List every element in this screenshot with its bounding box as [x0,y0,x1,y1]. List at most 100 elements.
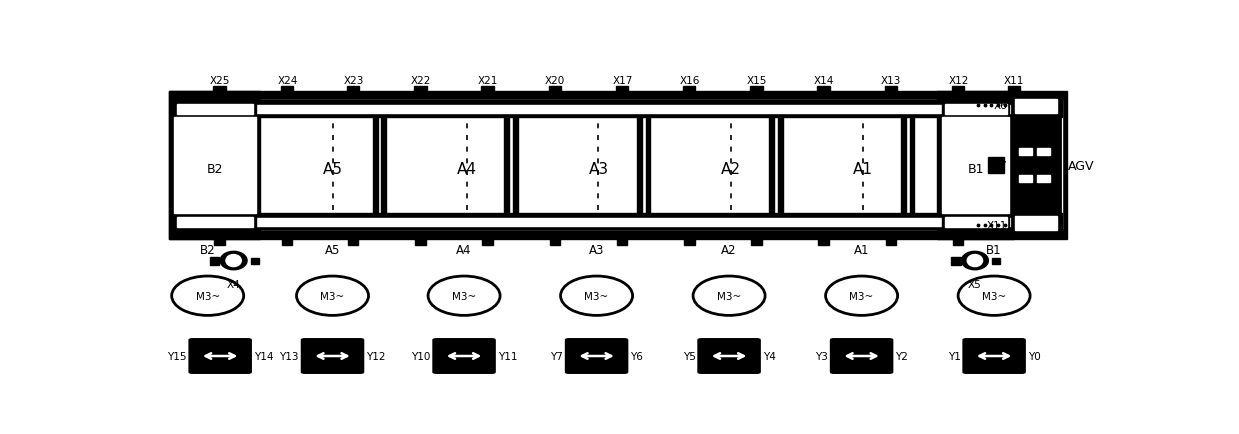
Bar [769,118,774,213]
FancyBboxPatch shape [964,339,1025,373]
FancyBboxPatch shape [831,339,892,373]
Text: X11: X11 [987,221,1007,231]
Bar [943,213,1010,230]
Text: X12: X12 [948,76,969,85]
Ellipse shape [961,252,989,270]
Bar [646,118,650,213]
Bar [281,239,292,246]
Bar [989,158,1004,174]
Bar [684,239,695,246]
Text: X7: X7 [994,161,1007,171]
Text: M3~: M3~ [321,291,344,301]
Ellipse shape [968,255,983,267]
Text: X4: X4 [227,279,240,289]
Bar [348,239,358,246]
Text: X21: X21 [478,76,498,85]
Bar [170,92,260,239]
Text: Y13: Y13 [280,351,299,361]
Text: M3~: M3~ [585,291,608,301]
Bar [214,239,225,246]
Bar [945,105,1006,115]
Bar [992,258,1000,264]
Text: X16: X16 [679,76,700,85]
FancyBboxPatch shape [566,339,627,373]
Text: A3: A3 [589,161,608,176]
Bar [373,118,378,213]
Bar [637,118,642,213]
Text: AGV: AGV [1068,159,1094,172]
Bar [414,86,426,95]
Bar [177,218,253,227]
Text: M3~: M3~ [717,291,741,301]
Bar [1007,86,1020,95]
Ellipse shape [172,276,244,316]
Bar [952,86,964,95]
Text: X24: X24 [278,76,297,85]
FancyBboxPatch shape [699,339,760,373]
Text: A1: A1 [854,243,870,256]
Text: B2: B2 [207,162,223,175]
Text: A5: A5 [325,243,341,256]
Bar [1037,148,1049,156]
Bar [886,239,896,246]
Text: B1: B1 [986,243,1002,256]
Ellipse shape [560,276,633,316]
FancyBboxPatch shape [190,339,250,373]
Ellipse shape [693,276,766,316]
Bar [513,118,518,213]
Text: A5: A5 [322,161,342,176]
Bar [1018,175,1032,183]
Text: X13: X13 [881,76,902,85]
Bar [177,218,1059,227]
Bar [751,239,762,246]
Bar [213,86,225,95]
Text: Y11: Y11 [498,351,517,361]
Bar [616,86,628,95]
Text: Y3: Y3 [815,351,828,361]
Bar [209,258,219,265]
Bar [943,101,1010,117]
Text: Y6: Y6 [631,351,643,361]
Text: X11: X11 [1004,76,1025,85]
Bar [901,118,906,213]
Bar [177,105,253,115]
Bar [550,239,560,246]
Bar [751,86,763,95]
Text: Y5: Y5 [683,351,695,361]
Text: A2: A2 [721,161,741,176]
Text: B2: B2 [199,243,216,256]
Text: X17: X17 [612,76,633,85]
Text: X15: X15 [747,76,767,85]
FancyBboxPatch shape [302,339,363,373]
Bar [617,239,627,246]
Bar [683,86,695,95]
Bar [1037,175,1049,183]
Text: X5: X5 [968,279,981,289]
Text: Y4: Y4 [763,351,776,361]
Bar [943,118,1010,213]
Text: Y12: Y12 [367,351,385,361]
Bar [173,101,255,117]
Text: Y2: Y2 [896,351,908,361]
Bar [549,86,561,95]
Bar [482,239,493,246]
Text: X20: X20 [545,76,565,85]
Bar [818,86,830,95]
Bar [250,258,259,264]
Text: A4: A4 [456,243,472,256]
Bar [1018,148,1032,156]
Bar [953,239,964,246]
Text: X23: X23 [343,76,364,85]
Bar [177,105,1059,114]
Text: X14: X14 [814,76,834,85]
Bar [1015,100,1058,114]
Text: Y10: Y10 [411,351,430,361]
Text: A4: A4 [457,161,477,176]
Text: Y7: Y7 [550,351,563,361]
Bar [281,86,294,95]
Text: X22: X22 [410,76,431,85]
Ellipse shape [296,276,368,316]
Text: A2: A2 [721,243,737,256]
Bar [173,213,1062,229]
Ellipse shape [427,276,501,316]
